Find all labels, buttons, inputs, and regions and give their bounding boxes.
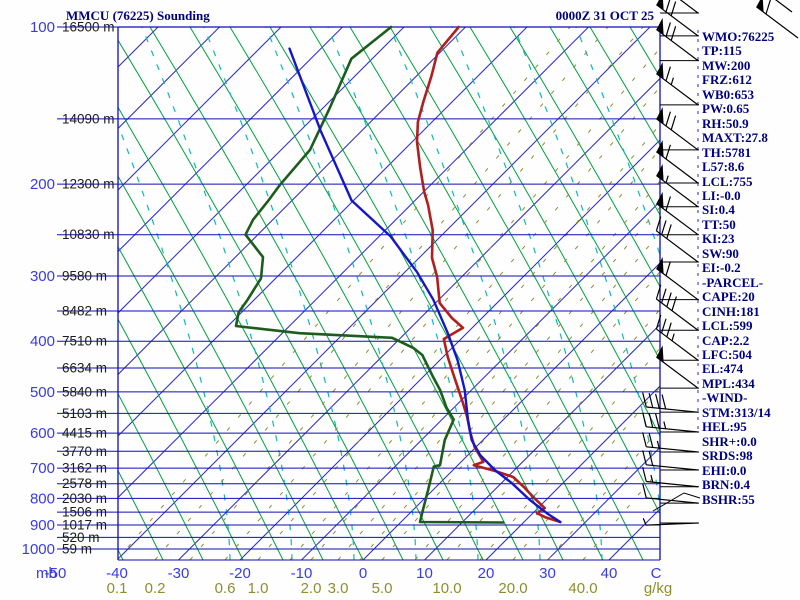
grid-diagonals	[118, 27, 660, 560]
svg-text:6634 m: 6634 m	[62, 360, 107, 375]
svg-text:1506 m: 1506 m	[62, 505, 107, 520]
svg-text:12300 m: 12300 m	[62, 177, 115, 192]
svg-text:8482 m: 8482 m	[62, 303, 107, 318]
index-line: WMO:76225	[702, 29, 775, 44]
svg-text:10830 m: 10830 m	[62, 227, 115, 242]
index-line: FRZ:612	[702, 72, 752, 88]
index-line: LCL:755	[702, 173, 753, 189]
svg-text:-40: -40	[106, 565, 128, 582]
index-line: BRN:0.4	[702, 477, 751, 493]
chart-title: MMCU (76225) Sounding	[66, 8, 210, 23]
svg-text:300: 300	[30, 268, 55, 285]
svg-text:1000: 1000	[22, 541, 55, 558]
svg-text:800: 800	[30, 490, 55, 507]
svg-text:20: 20	[478, 565, 495, 582]
svg-text:3770 m: 3770 m	[62, 444, 107, 459]
svg-text:40.0: 40.0	[568, 580, 597, 597]
index-line: CINH:181	[702, 303, 760, 319]
index-line: STM:313/14	[702, 404, 771, 420]
valid-time-label: 0000Z 31 OCT 25	[555, 8, 654, 23]
svg-text:59 m: 59 m	[62, 541, 92, 556]
index-line: CAP:2.2	[702, 332, 750, 348]
svg-text:4415 m: 4415 m	[62, 426, 107, 441]
index-line: CAPE:20	[702, 289, 755, 305]
svg-text:400: 400	[30, 333, 55, 350]
index-line: LFC:504	[702, 346, 752, 362]
svg-text:100: 100	[30, 19, 55, 36]
svg-text:2.0: 2.0	[301, 580, 322, 597]
svg-text:520 m: 520 m	[62, 530, 100, 545]
svg-text:500: 500	[30, 384, 55, 401]
svg-text:-50: -50	[45, 565, 67, 582]
svg-text:16500 m: 16500 m	[62, 20, 115, 35]
index-line: EL:474	[702, 361, 744, 377]
svg-text:C: C	[651, 565, 662, 582]
temperature-trace	[415, 25, 562, 524]
svg-text:-30: -30	[168, 565, 190, 582]
sounding-traces	[234, 25, 562, 524]
index-line: LI:-0.0	[702, 187, 741, 203]
index-line: L57:8.6	[702, 159, 745, 175]
svg-text:200: 200	[30, 176, 55, 193]
index-line: PW:0.65	[702, 101, 750, 117]
index-line: KI:23	[702, 231, 735, 247]
index-line: TP:115	[702, 43, 742, 59]
index-line: EI:-0.2	[702, 260, 741, 276]
dewpoint-trace	[234, 25, 505, 524]
svg-text:40: 40	[601, 565, 618, 582]
index-line: WB0:653	[702, 86, 754, 102]
index-line: MW:200	[702, 57, 751, 73]
svg-text:10.0: 10.0	[432, 580, 461, 597]
svg-text:-20: -20	[229, 565, 251, 582]
parcel-trace	[288, 47, 562, 524]
wind-barbs	[642, 0, 799, 526]
index-line: SI:0.4	[702, 202, 735, 218]
svg-text:7510 m: 7510 m	[62, 334, 107, 349]
svg-text:9580 m: 9580 m	[62, 269, 107, 284]
svg-text:3.0: 3.0	[328, 580, 349, 597]
svg-text:0: 0	[359, 565, 367, 582]
svg-text:600: 600	[30, 425, 55, 442]
svg-text:2578 m: 2578 m	[62, 476, 107, 491]
index-line: TH:5781	[702, 144, 752, 160]
index-line: EHI:0.0	[702, 462, 747, 478]
index-line: -WIND-	[702, 390, 748, 406]
svg-text:700: 700	[30, 460, 55, 477]
index-line: HEL:95	[702, 419, 747, 435]
svg-text:0.6: 0.6	[215, 580, 236, 597]
index-line: BSHR:55	[702, 491, 755, 507]
svg-text:2030 m: 2030 m	[62, 491, 107, 506]
svg-text:g/kg: g/kg	[644, 580, 672, 597]
svg-text:900: 900	[30, 517, 55, 534]
svg-text:3162 m: 3162 m	[62, 461, 107, 476]
svg-text:14090 m: 14090 m	[62, 111, 115, 126]
svg-text:30: 30	[539, 565, 556, 582]
svg-text:0.1: 0.1	[107, 580, 128, 597]
index-line: SRDS:98	[702, 448, 753, 464]
svg-text:10: 10	[416, 565, 433, 582]
svg-text:20.0: 20.0	[498, 580, 527, 597]
index-line: -PARCEL-	[702, 274, 764, 290]
index-line: RH:50.9	[702, 115, 749, 131]
svg-text:1.0: 1.0	[248, 580, 269, 597]
svg-text:5103 m: 5103 m	[62, 406, 107, 421]
index-line: TT:50	[702, 216, 736, 232]
bshr-pointer-line	[652, 492, 701, 512]
indices-panel: WMO:76225 TP:115 MW:200 FRZ:612 WB0:653 PW:0.…	[702, 29, 775, 507]
index-line: LCL:599	[702, 318, 753, 334]
index-line: MPL:434	[702, 375, 755, 391]
svg-text:-10: -10	[291, 565, 313, 582]
index-line: SW:90	[702, 245, 739, 261]
svg-text:mb: mb	[36, 565, 57, 582]
svg-text:5.0: 5.0	[372, 580, 393, 597]
svg-text:5840 m: 5840 m	[62, 384, 107, 399]
isobar-lines	[57, 26, 661, 561]
index-line: SHR+:0.0	[702, 433, 757, 449]
index-line: MAXT:27.8	[702, 130, 768, 146]
svg-text:1017 m: 1017 m	[62, 518, 107, 533]
svg-text:0.2: 0.2	[145, 580, 166, 597]
